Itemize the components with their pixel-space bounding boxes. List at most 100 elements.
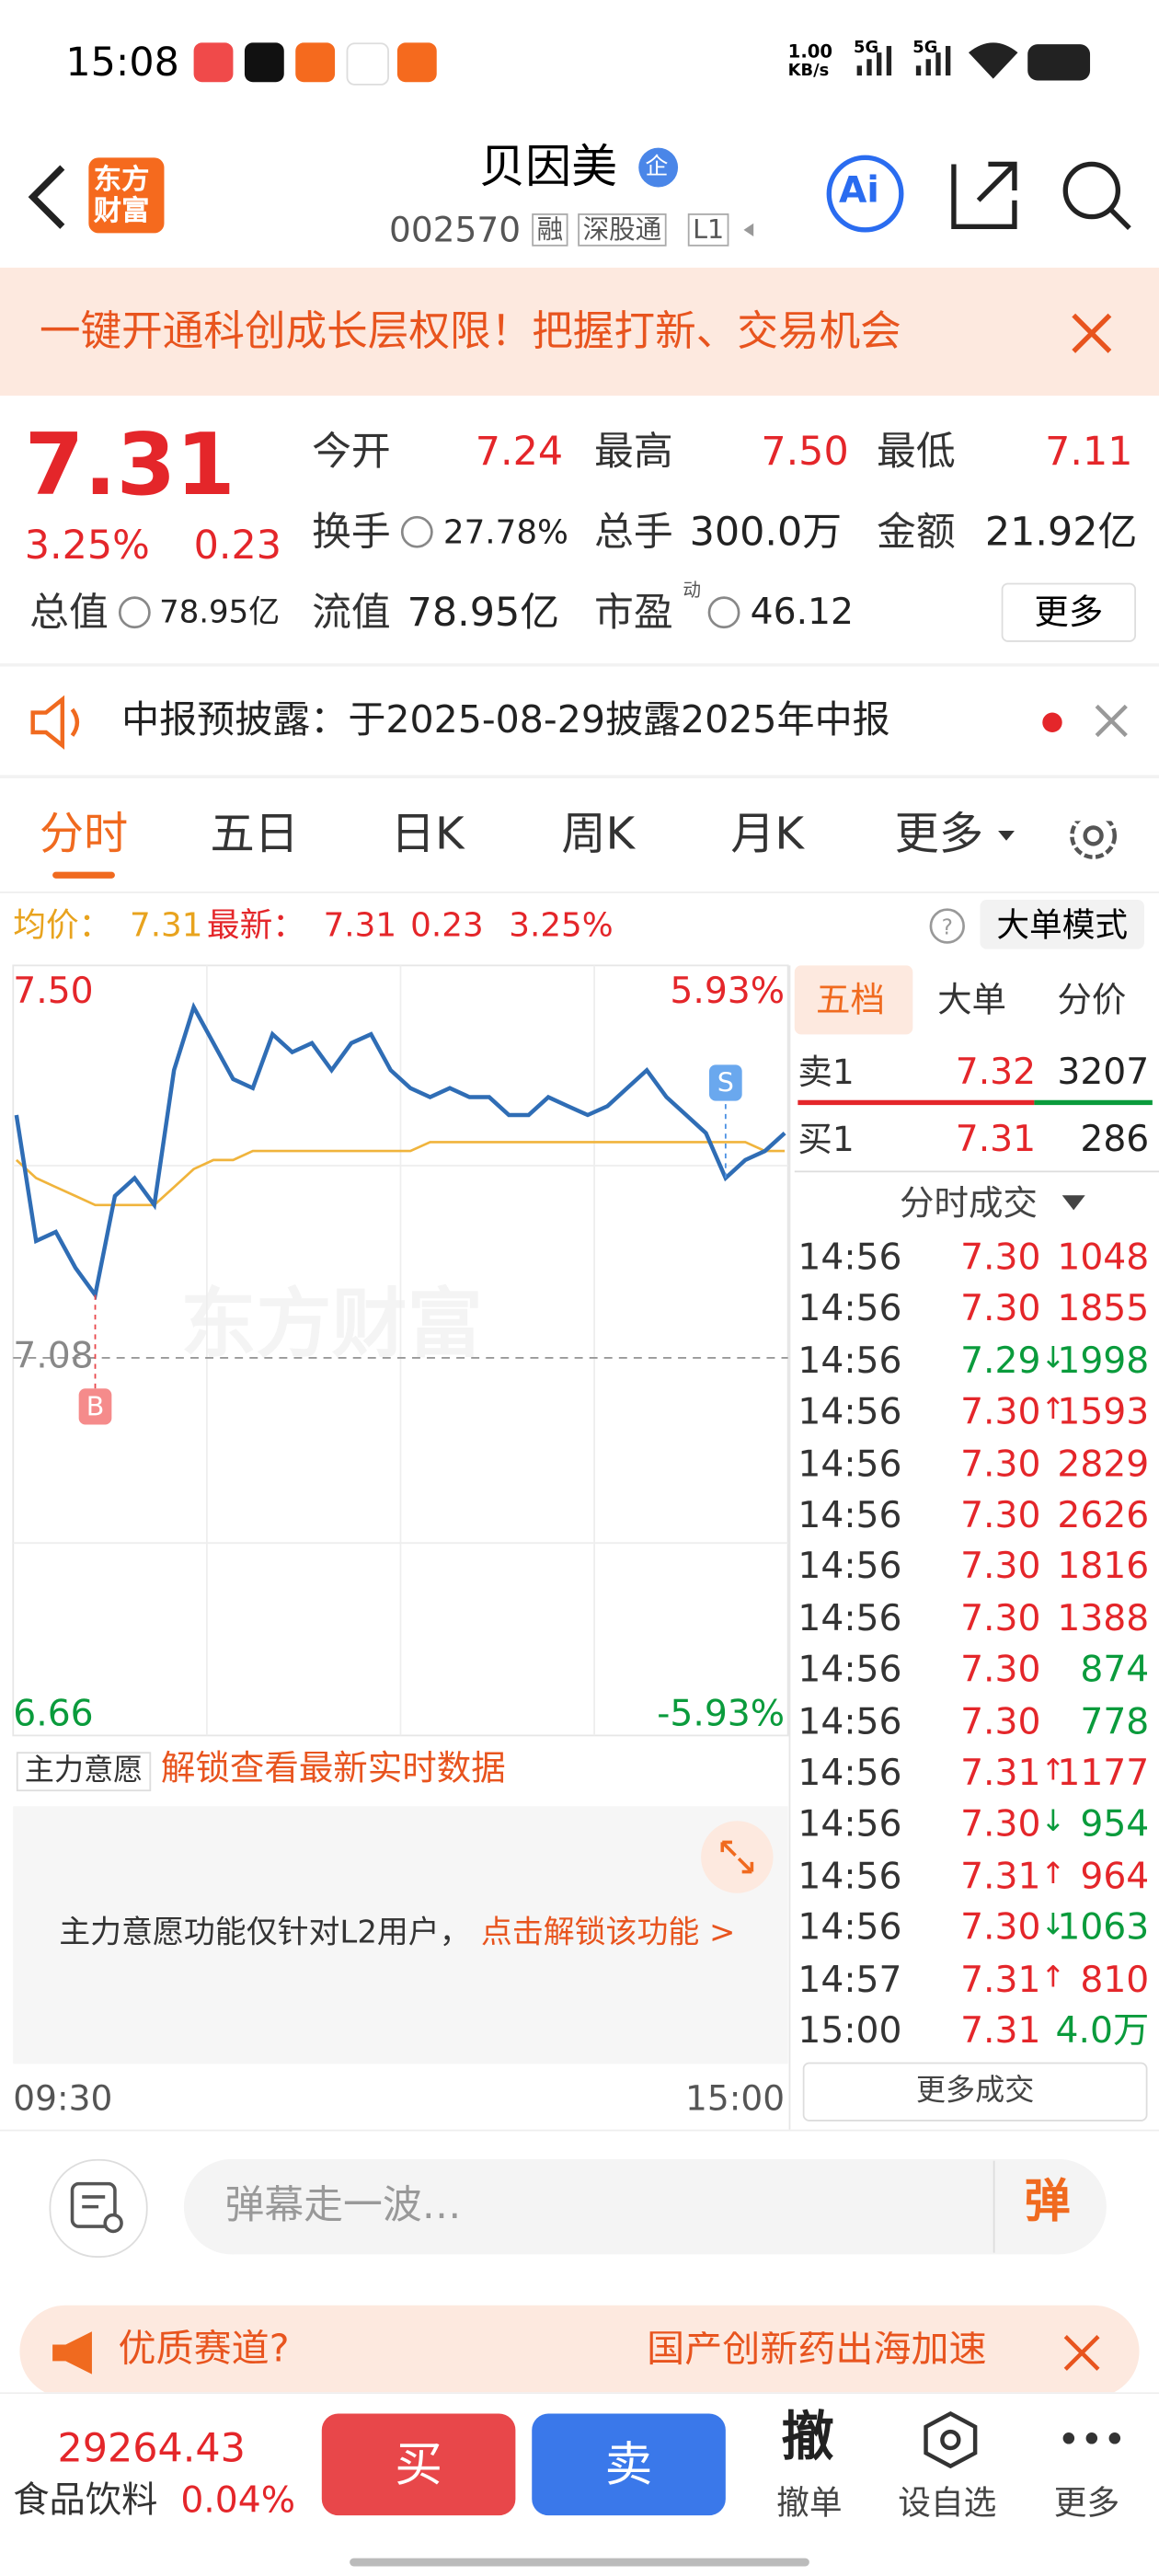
banner-text: 一键开通科创成长层权限！把握打新、交易机会	[39, 306, 901, 355]
trade-price: 7.30	[960, 1237, 1041, 1280]
danmaku-placeholder: 弹幕走一波…	[224, 2181, 462, 2228]
watch[interactable]: 设自选	[898, 2482, 997, 2523]
icon-shape	[743, 223, 754, 236]
last: 7.31	[323, 904, 397, 945]
app-icon	[346, 42, 389, 86]
divider	[0, 2129, 1159, 2132]
shape	[886, 45, 892, 76]
field-value: 27.78%	[442, 512, 568, 552]
trade-time: 14:56	[798, 1598, 902, 1640]
tab-bg	[794, 965, 913, 1035]
icon-shape	[951, 161, 1017, 229]
trade-time: 14:56	[798, 1702, 902, 1743]
ticker-close[interactable]	[1061, 2331, 1103, 2374]
danmaku-icon	[70, 2181, 123, 2234]
trade-price: 7.30	[960, 1392, 1041, 1434]
main-force-panel	[13, 1806, 788, 2064]
icon-shape	[1061, 1195, 1085, 1211]
trade-dir: ↑	[1040, 1960, 1066, 1995]
x-tick-label: 15:00	[685, 2078, 786, 2119]
shape	[638, 147, 679, 188]
field-label: 总手	[594, 509, 673, 556]
more-trades[interactable]: 更多成交	[802, 2062, 1148, 2122]
ob-tab[interactable]: 五档	[815, 980, 885, 1020]
shape: ?	[942, 914, 953, 939]
icon-shape	[28, 165, 65, 229]
badge: 企	[645, 154, 669, 181]
expand-icon[interactable]	[699, 1819, 775, 1894]
more[interactable]: 更多	[1053, 2482, 1120, 2523]
price-line	[14, 1002, 786, 1301]
danmaku-input[interactable]	[183, 2158, 1107, 2255]
trade-price: 7.30	[960, 1805, 1041, 1846]
icon-shape	[70, 707, 80, 737]
mode-button[interactable]: 大单模式	[980, 900, 1144, 949]
shape	[925, 59, 931, 76]
icon-shape	[82, 2195, 106, 2209]
divider	[0, 663, 1159, 667]
main-force-select[interactable]: 主力意愿	[16, 1752, 152, 1792]
shape	[1085, 2432, 1098, 2444]
shape	[1108, 2432, 1121, 2444]
tab-indicator	[52, 871, 115, 879]
trade-price: 7.30	[960, 1908, 1041, 1949]
close-icon[interactable]	[1067, 309, 1117, 359]
shape	[940, 2429, 961, 2451]
tab[interactable]: 周K	[561, 809, 636, 861]
icon-shape	[924, 2410, 978, 2469]
trade-volume: 810	[1080, 1960, 1150, 2001]
tab[interactable]: 更多	[894, 809, 984, 861]
buy-button[interactable]: 买	[321, 2413, 516, 2516]
y-tick-label: 6.66	[13, 1694, 93, 1735]
trade-dir: ↑	[1040, 1392, 1066, 1428]
field-label: 最低	[877, 428, 956, 475]
danmaku-settings[interactable]	[49, 2158, 148, 2258]
field-note: 动	[683, 579, 702, 602]
info-icons	[118, 515, 740, 629]
tab[interactable]: 日K	[390, 809, 465, 861]
trade-price: 7.29	[960, 1340, 1041, 1383]
trade-price: 7.30	[960, 1289, 1041, 1331]
help-icon[interactable]: ?	[927, 906, 967, 946]
unlock-text[interactable]: 解锁查看最新实时数据	[160, 1748, 506, 1788]
sell-button[interactable]: 卖	[532, 2413, 726, 2516]
icon-shape	[968, 42, 1018, 79]
sell-bar	[798, 1099, 1035, 1106]
buy-price: 7.31	[955, 1120, 1037, 1161]
trade-volume: 1048	[1057, 1237, 1150, 1280]
buy-volume: 286	[1080, 1120, 1150, 1161]
index-value: 29264.43	[57, 2425, 246, 2471]
danmaku-button[interactable]: 弹	[1024, 2173, 1071, 2228]
ob-tab[interactable]: 大单	[937, 980, 1007, 1020]
unlock-link[interactable]: 点击解锁该功能 >	[480, 1914, 736, 1951]
ai-button[interactable]: Ai	[838, 170, 879, 213]
trade-volume: 1816	[1057, 1547, 1150, 1589]
trade-dir: ↓	[1040, 1340, 1066, 1376]
shape	[826, 155, 904, 233]
trade-time: 14:56	[798, 1443, 902, 1486]
tab[interactable]: 分时	[39, 809, 129, 861]
tab[interactable]: 月K	[730, 809, 805, 861]
field-label: 换手	[312, 509, 391, 556]
tab[interactable]: 五日	[210, 809, 299, 861]
stock-name: 贝因美	[479, 139, 618, 194]
trade-price: 7.31	[960, 2011, 1041, 2053]
trade-dir: ↑	[1040, 1754, 1066, 1788]
cancel[interactable]: 撤单	[776, 2482, 843, 2523]
y2-tick-label: -5.93%	[657, 1694, 785, 1735]
shape	[856, 65, 862, 76]
shape	[935, 52, 941, 76]
marker-badge	[78, 1388, 112, 1425]
trade-volume: 1855	[1057, 1289, 1150, 1331]
tag: 融	[532, 213, 568, 247]
trade-volume: 1063	[1057, 1908, 1150, 1949]
trade-price: 7.30	[960, 1702, 1041, 1743]
ob-tab[interactable]: 分价	[1057, 980, 1127, 1020]
tag: 深股通	[578, 213, 667, 247]
trade-volume: 4.0万	[1055, 2011, 1150, 2053]
trade-volume: 2829	[1057, 1443, 1150, 1486]
trade-volume: 1593	[1057, 1392, 1150, 1434]
notice-close[interactable]	[1034, 699, 1132, 745]
divider	[794, 1170, 1159, 1173]
more-button[interactable]: 更多	[1001, 582, 1137, 642]
